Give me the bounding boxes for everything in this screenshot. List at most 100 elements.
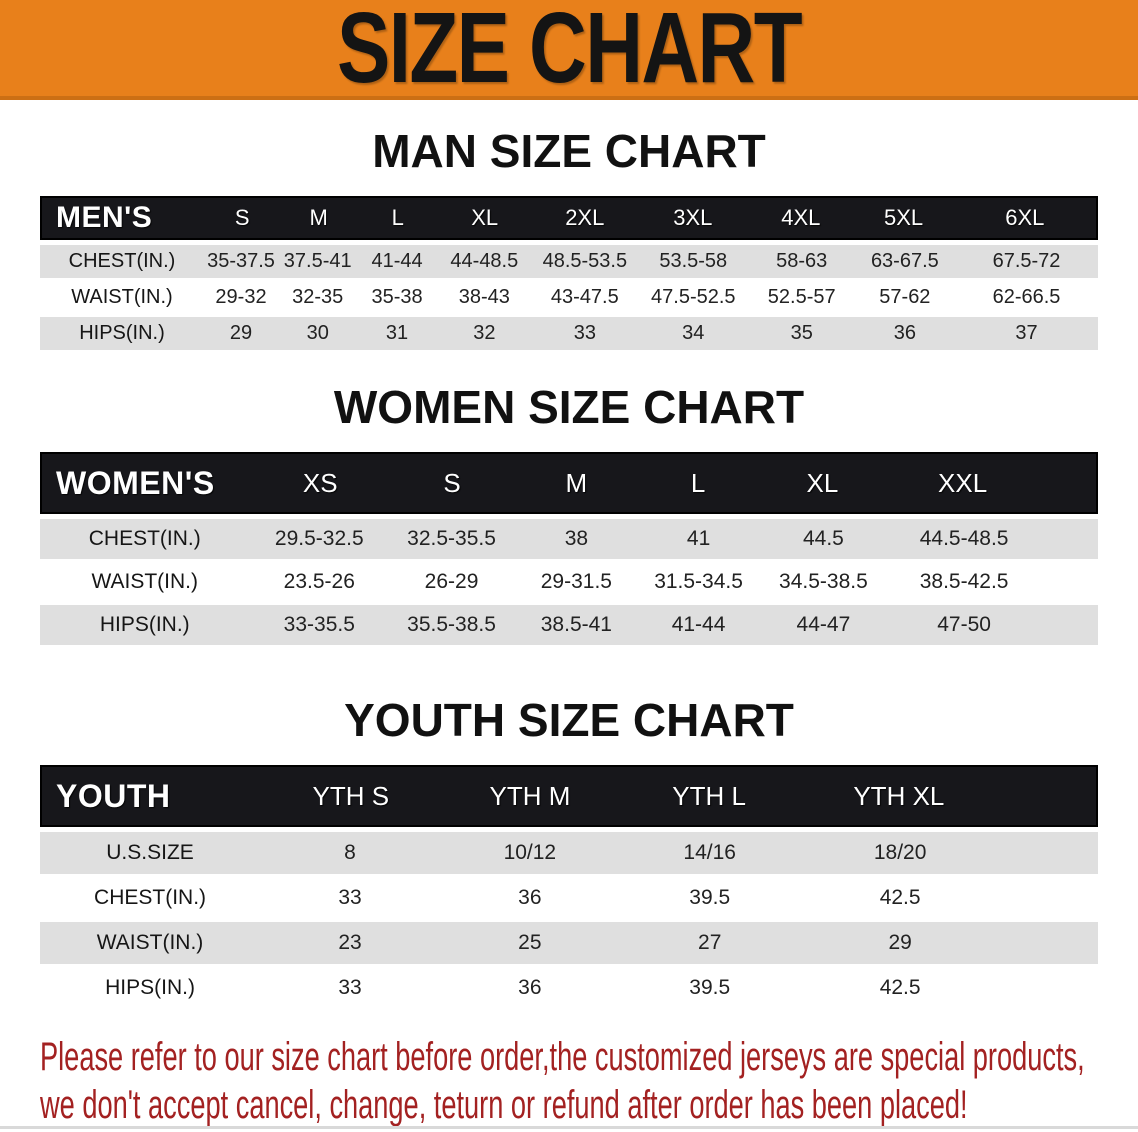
size-column-header: 2XL bbox=[565, 205, 605, 230]
banner-title: SIZE CHART bbox=[337, 0, 803, 104]
size-value-cell: 36 bbox=[893, 322, 916, 344]
size-column-header: YTH L bbox=[672, 780, 746, 811]
size-value-cell: 58-63 bbox=[776, 250, 828, 272]
size-value-cell: 41 bbox=[686, 527, 711, 550]
size-value-cell: 33 bbox=[573, 322, 596, 344]
bottom-divider bbox=[0, 1126, 1138, 1129]
row-label: CHEST(IN.) bbox=[88, 527, 201, 550]
size-value-cell: 38-43 bbox=[458, 286, 510, 308]
row-label: CHEST(IN.) bbox=[68, 250, 176, 272]
size-value-cell: 8 bbox=[344, 841, 356, 864]
footer-note: Please refer to our size chart before or… bbox=[40, 1033, 1138, 1129]
size-column-header: 3XL bbox=[673, 205, 713, 230]
size-value-cell: 29.5-32.5 bbox=[274, 527, 364, 550]
size-value-cell: 18/20 bbox=[873, 841, 927, 864]
size-value-cell: 33 bbox=[338, 976, 362, 999]
size-value-cell: 42.5 bbox=[879, 886, 921, 909]
size-column-header: S bbox=[234, 205, 250, 230]
table-row-chest-in: CHEST(IN.) 33 36 39.5 42.5 bbox=[40, 877, 1098, 919]
size-value-cell: 29 bbox=[229, 322, 253, 344]
size-value-cell: 57-62 bbox=[879, 286, 931, 308]
section-heading: YOUTH SIZE CHART bbox=[344, 694, 794, 746]
size-value-cell: 41-44 bbox=[671, 613, 726, 636]
size-value-cell: 38.5-42.5 bbox=[919, 570, 1009, 593]
size-value-cell: 35 bbox=[790, 322, 813, 344]
section-heading: WOMEN SIZE CHART bbox=[333, 381, 805, 433]
size-value-cell: 63-67.5 bbox=[870, 250, 939, 272]
size-value-cell: 31.5-34.5 bbox=[654, 570, 743, 593]
size-value-cell: 44-47 bbox=[796, 613, 851, 636]
size-value-cell: 44.5-48.5 bbox=[919, 527, 1009, 550]
size-value-cell: 38.5-41 bbox=[540, 613, 612, 636]
size-value-cell: 32.5-35.5 bbox=[407, 527, 496, 550]
size-value-cell: 34 bbox=[682, 322, 705, 344]
size-table-youth: YOUTH YTH S YTH M YTH L YTH XL U.S.SIZE 8 10/12… bbox=[40, 765, 1098, 1009]
size-value-cell: 23 bbox=[338, 931, 362, 954]
row-label: U.S.SIZE bbox=[106, 841, 194, 864]
row-label: HIPS(IN.) bbox=[99, 613, 190, 636]
size-value-cell: 33-35.5 bbox=[283, 613, 355, 636]
size-value-cell: 29-32 bbox=[215, 286, 267, 308]
size-column-header: 4XL bbox=[781, 205, 821, 230]
size-column-header: YTH M bbox=[489, 780, 571, 811]
table-header-label: YOUTH bbox=[56, 777, 171, 814]
size-value-cell: 47-50 bbox=[937, 613, 991, 636]
size-value-cell: 37 bbox=[1015, 322, 1038, 344]
size-table-men-s: MEN'S S M L XL 2XL 3XL 4XL 5XL 6XL CHEST(IN.) 35-37… bbox=[40, 196, 1098, 350]
table-row-waist-in: WAIST(IN.) 23.5-26 26-29 29-31.5 31.5-34.5 34… bbox=[40, 562, 1098, 602]
size-value-cell: 44-48.5 bbox=[450, 250, 519, 272]
section-women-s: WOMEN SIZE CHART WOMEN'S XS S M L XL XXL CHEST(I… bbox=[0, 384, 1138, 645]
size-value-cell: 35-38 bbox=[371, 286, 423, 308]
table-row-chest-in: CHEST(IN.) 35-37.5 37.5-41 41-44 44-48.5 48.5… bbox=[40, 245, 1098, 278]
size-value-cell: 36 bbox=[518, 976, 542, 999]
table-row-hips-in: HIPS(IN.) 33-35.5 35.5-38.5 38.5-41 41-44 44-… bbox=[40, 605, 1098, 645]
size-column-header: L bbox=[391, 205, 404, 230]
size-value-cell: 47.5-52.5 bbox=[651, 286, 736, 308]
size-value-cell: 35-37.5 bbox=[207, 250, 275, 272]
size-column-header: M bbox=[309, 205, 328, 230]
table-row-hips-in: HIPS(IN.) 29 30 31 32 33 34 35 36 37 bbox=[40, 317, 1098, 350]
size-value-cell: 37.5-41 bbox=[283, 250, 352, 272]
size-value-cell: 36 bbox=[518, 886, 542, 909]
size-value-cell: 42.5 bbox=[879, 976, 921, 999]
size-value-cell: 38 bbox=[564, 527, 589, 550]
size-value-cell: 14/16 bbox=[683, 841, 736, 864]
size-value-cell: 32-35 bbox=[292, 286, 344, 308]
size-value-cell: 39.5 bbox=[689, 886, 731, 909]
section-youth: YOUTH SIZE CHART YOUTH YTH S YTH M YTH L YTH … bbox=[0, 697, 1138, 1009]
table-header-label: WOMEN'S bbox=[56, 464, 215, 501]
table-row-waist-in: WAIST(IN.) 29-32 32-35 35-38 38-43 43-47.5 47.… bbox=[40, 281, 1098, 314]
row-label: WAIST(IN.) bbox=[96, 931, 204, 954]
size-value-cell: 53.5-58 bbox=[659, 250, 728, 272]
size-column-header: 5XL bbox=[884, 205, 924, 230]
size-value-cell: 43-47.5 bbox=[550, 286, 619, 308]
table-row-chest-in: CHEST(IN.) 29.5-32.5 32.5-35.5 38 41 44.5 44.5… bbox=[40, 519, 1098, 559]
size-value-cell: 62-66.5 bbox=[992, 286, 1061, 308]
size-value-cell: 33 bbox=[338, 886, 362, 909]
banner: SIZE CHART bbox=[0, 0, 1138, 100]
size-column-header: L bbox=[690, 467, 706, 498]
size-value-cell: 32 bbox=[473, 322, 496, 344]
size-column-header: M bbox=[565, 467, 588, 498]
size-table-women-s: WOMEN'S XS S M L XL XXL CHEST(IN.) 29.5-32.5 32.5… bbox=[40, 452, 1098, 645]
row-label: WAIST(IN.) bbox=[91, 570, 198, 593]
size-chart-sections: MAN SIZE CHART MEN'S S M L XL 2XL 3XL 4XL 5XL 6XL C… bbox=[0, 128, 1138, 1009]
size-value-cell: 26-29 bbox=[424, 570, 479, 593]
size-value-cell: 29 bbox=[888, 931, 912, 954]
size-value-cell: 35.5-38.5 bbox=[407, 613, 496, 636]
size-value-cell: 52.5-57 bbox=[767, 286, 836, 308]
size-value-cell: 10/12 bbox=[503, 841, 557, 864]
size-column-header: 6XL bbox=[1005, 205, 1045, 230]
row-label: HIPS(IN.) bbox=[79, 322, 165, 344]
size-column-header: YTH S bbox=[312, 780, 390, 811]
table-header-row: WOMEN'S XS S M L XL XXL bbox=[40, 452, 1098, 514]
footer-note-line-2: we don't accept cancel, change, teturn o… bbox=[40, 1083, 968, 1127]
size-column-header: XS bbox=[302, 467, 338, 498]
size-value-cell: 48.5-53.5 bbox=[542, 250, 628, 272]
row-label: WAIST(IN.) bbox=[71, 286, 173, 308]
size-value-cell: 41-44 bbox=[371, 250, 423, 272]
size-value-cell: 27 bbox=[698, 931, 722, 954]
size-column-header: XL bbox=[806, 467, 839, 498]
size-column-header: YTH XL bbox=[853, 780, 945, 811]
